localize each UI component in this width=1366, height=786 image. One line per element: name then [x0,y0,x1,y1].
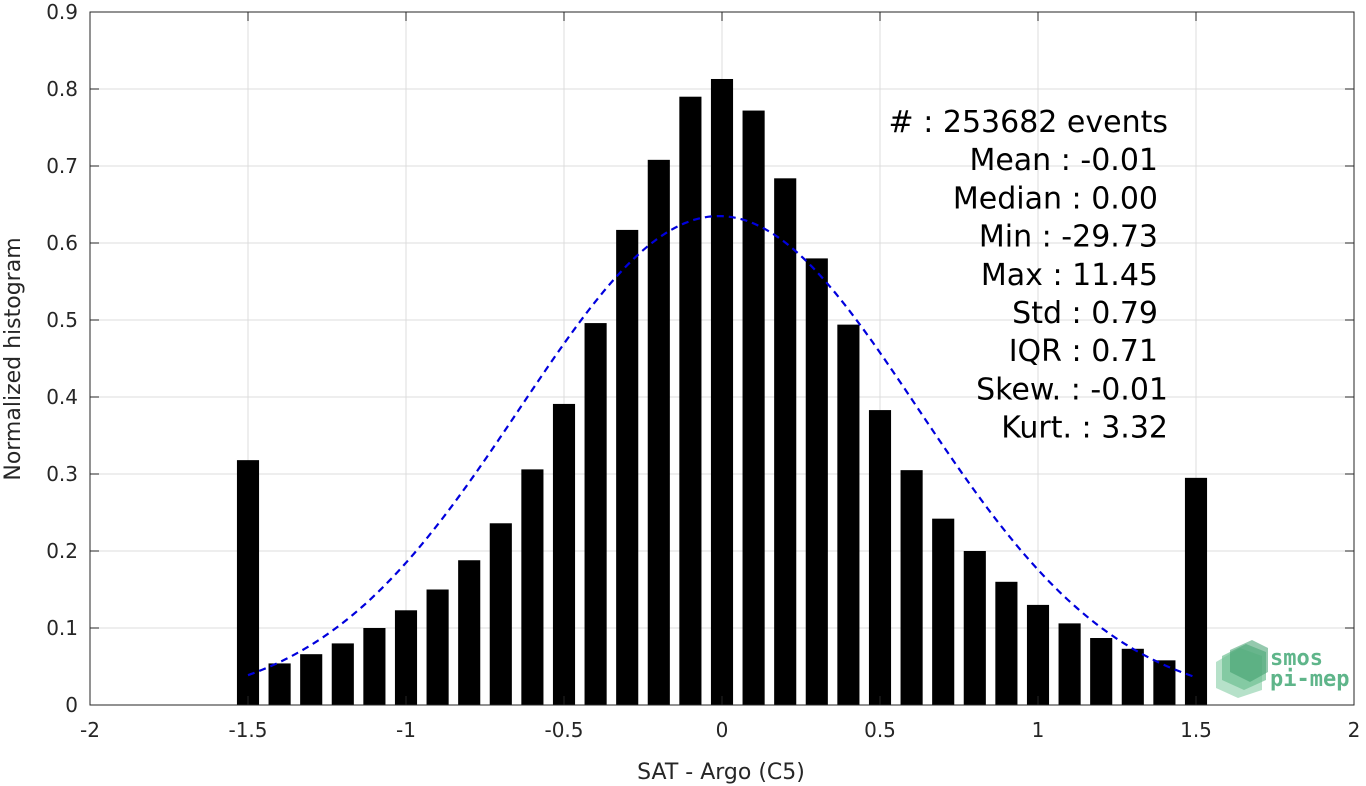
histogram-bar [995,581,1018,705]
stats-line: Kurt. : 3.32 [1001,411,1168,446]
histogram-bar [900,470,923,705]
histogram-bar [1121,648,1144,705]
gaussian-fit-curve [247,214,1197,679]
histogram-bar [489,523,512,705]
histogram-bar [932,518,955,705]
x-tick-label: 1 [1032,718,1045,742]
histogram-bar [1058,623,1081,705]
stats-line: IQR : 0.71 [1009,334,1158,369]
smos-pimep-logo: smos pi-mep [1216,640,1349,698]
histogram-bar [616,229,639,705]
x-tick-label: 0.5 [864,718,896,742]
y-tick-label: 0.8 [46,77,78,101]
histogram-bar [363,628,386,705]
stats-line: # : 253682 events [889,105,1168,140]
histogram-bar [868,410,892,705]
histogram-bar [458,560,481,705]
histogram-bar [742,110,765,705]
logo-mark-icon [1216,640,1268,698]
y-tick-label: 0.2 [46,539,78,563]
histogram-bar [963,551,986,705]
histogram-bar [710,78,734,706]
stats-line: Skew. : -0.01 [976,372,1168,407]
histogram-bar [774,178,797,705]
histogram-bar [552,403,576,705]
x-tick-label: -2 [80,718,100,742]
x-tick-label: 2 [1348,718,1361,742]
y-tick-label: 0.9 [46,0,78,24]
histogram-bar [679,96,702,705]
histogram-bar [1153,660,1176,705]
logo-line2: pi-mep [1270,667,1349,692]
histogram-bar [300,654,323,705]
histogram-bar [837,324,860,705]
histogram-bar [647,159,670,706]
y-tick-labels: 0 0.1 0.2 0.3 0.4 0.5 0.6 0.7 0.8 0.9 [46,0,78,717]
plot-axes-box [89,11,1355,706]
histogram-bar [331,643,354,705]
histogram-bar [521,469,544,705]
y-tick-label: 0.4 [46,385,78,409]
stats-line: Min : -29.73 [979,220,1158,255]
y-axis-label: Normalized histogram [1,237,26,480]
x-tick-label: 0 [716,718,729,742]
histogram-bar [1184,477,1208,705]
x-tick-label: -1.5 [228,718,267,742]
stats-line: Std : 0.79 [1012,296,1158,331]
x-tick-label: -1 [396,718,416,742]
histogram-bar [1026,604,1050,705]
histogram-bar [426,589,449,705]
histogram-bars [236,78,1208,706]
histogram-bar [394,610,418,705]
x-tick-label: -0.5 [544,718,583,742]
x-axis-label: SAT - Argo (C5) [637,760,805,785]
histogram-bar [1090,638,1113,705]
y-tick-label: 0.6 [46,231,78,255]
y-tick-label: 0.1 [46,616,78,640]
stats-line: Max : 11.45 [981,258,1158,293]
histogram-bar [805,258,828,705]
y-tick-label: 0.5 [46,308,78,332]
x-tick-label: 1.5 [1180,718,1212,742]
x-tick-labels: -2 -1.5 -1 -0.5 0 0.5 1 1.5 2 [80,718,1360,742]
histogram-bar [584,323,607,705]
stats-line: Mean : -0.01 [969,143,1158,178]
logo-line1: smos [1270,646,1323,671]
y-tick-label: 0 [65,693,78,717]
stats-line: Median : 0.00 [953,181,1158,216]
histogram-bar [236,460,260,705]
histogram-bar [268,663,291,705]
y-tick-label: 0.3 [46,462,78,486]
y-tick-label: 0.7 [46,154,78,178]
